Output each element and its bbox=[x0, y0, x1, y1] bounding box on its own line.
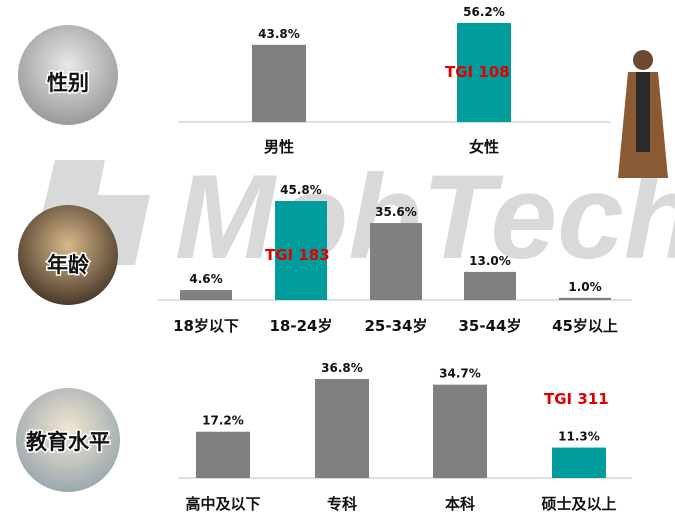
bar-chart-2: 17.2% 高中及以下 36.8% 专科 34.7% 本科 11.3% 硕士及以上 TGI 31… bbox=[178, 361, 632, 513]
data-label: 34.7% bbox=[439, 367, 481, 381]
category-label: 45岁以上 bbox=[552, 317, 618, 335]
watermark: MobTech bbox=[175, 150, 675, 284]
age-photo bbox=[18, 205, 118, 305]
data-label: 1.0% bbox=[568, 280, 601, 294]
category-label: 18岁以下 bbox=[173, 317, 239, 335]
woman-photo bbox=[618, 50, 668, 178]
section-gender: 性别 bbox=[18, 25, 118, 125]
data-label: 17.2% bbox=[202, 414, 244, 428]
category-label: 男性 bbox=[264, 138, 294, 156]
category-label: 高中及以下 bbox=[185, 495, 260, 513]
section-label: 性别 bbox=[47, 71, 89, 95]
bar-chart-1: 4.6% 18岁以下 45.8% 18-24岁 35.6% 25-34岁 13.0% 35-4… bbox=[158, 183, 632, 335]
bar bbox=[370, 223, 422, 300]
gender-photo bbox=[18, 25, 118, 125]
tgi-label: TGI 311 bbox=[544, 390, 609, 408]
category-label: 本科 bbox=[445, 495, 475, 513]
bar bbox=[196, 431, 250, 478]
category-label: 女性 bbox=[469, 138, 499, 156]
category-label: 专科 bbox=[327, 495, 357, 513]
category-label: 18-24岁 bbox=[270, 317, 333, 335]
data-label: 4.6% bbox=[189, 272, 222, 286]
data-label: 43.8% bbox=[258, 27, 300, 41]
bar bbox=[275, 201, 327, 300]
bar bbox=[433, 384, 487, 478]
category-label: 25-34岁 bbox=[365, 317, 428, 335]
data-label: 36.8% bbox=[321, 361, 363, 375]
bar bbox=[252, 44, 306, 123]
data-label: 13.0% bbox=[469, 254, 511, 268]
bar bbox=[559, 297, 611, 300]
tgi-label: TGI 108 bbox=[445, 63, 510, 81]
data-label: 45.8% bbox=[280, 183, 322, 197]
category-label: 35-44岁 bbox=[459, 317, 522, 335]
section-label: 教育水平 bbox=[26, 430, 110, 454]
section-label: 年龄 bbox=[47, 253, 90, 277]
education-photo bbox=[16, 388, 120, 492]
section-education: 教育水平 bbox=[16, 388, 120, 492]
bar bbox=[464, 271, 516, 300]
bar-chart-0: 43.8% 男性 56.2% 女性 TGI 108 bbox=[178, 5, 610, 156]
bar bbox=[315, 379, 369, 478]
data-label: 56.2% bbox=[463, 5, 505, 19]
tgi-label: TGI 183 bbox=[265, 246, 330, 264]
category-label: 硕士及以上 bbox=[541, 495, 616, 513]
bar bbox=[180, 290, 232, 300]
bar bbox=[552, 447, 606, 478]
data-label: 11.3% bbox=[558, 430, 600, 444]
bar bbox=[457, 23, 511, 122]
section-age: 年龄 bbox=[18, 205, 118, 305]
data-label: 35.6% bbox=[375, 205, 417, 219]
